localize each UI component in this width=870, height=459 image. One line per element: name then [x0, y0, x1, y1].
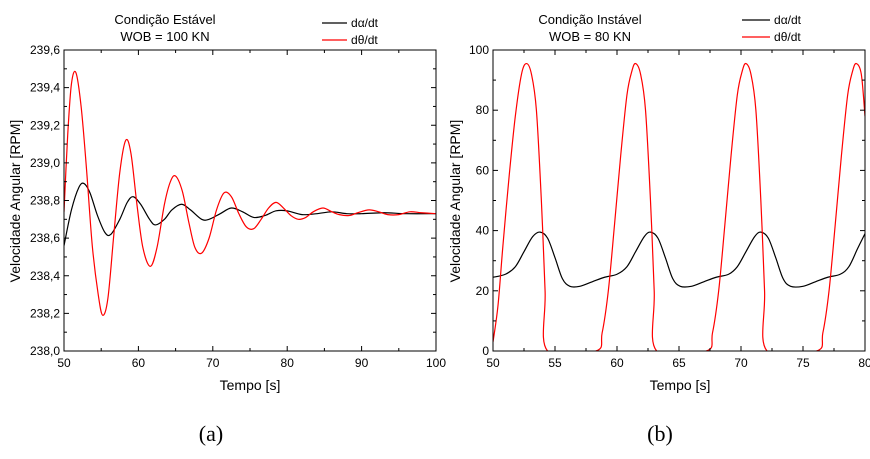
series-line-dalpha: [493, 231, 865, 288]
y-axis-label: Velocidade Angular [RPM]: [447, 120, 463, 283]
x-tick-label: 65: [672, 356, 686, 370]
legend: dα/dt dθ/dt: [742, 13, 802, 44]
y-tick-label: 239,4: [30, 81, 60, 95]
y-tick-label: 238,6: [30, 231, 60, 245]
chart-title-line-2: WOB = 80 KN: [549, 29, 631, 44]
y-tick-label: 238,4: [30, 269, 60, 283]
x-tick-label: 50: [486, 356, 500, 370]
y-tick-label: 80: [476, 103, 490, 117]
plot-area: 50 60 70 80 90 100 238,0 238,2 238,4 238,6 238,8 23…: [30, 43, 446, 370]
chart-title-line-1: Condição Instável: [538, 12, 641, 27]
y-tick-label: 238,0: [30, 344, 60, 358]
plot-frame: [492, 49, 866, 352]
x-tick-label: 70: [734, 356, 748, 370]
legend: dα/dt dθ/dt: [322, 16, 379, 47]
panel-caption: (b): [647, 421, 673, 446]
chart-title-line-2: WOB = 100 KN: [120, 29, 209, 44]
series-line-dalpha: [64, 182, 436, 246]
y-tick-label: 20: [476, 284, 490, 298]
x-axis-label: Tempo [s]: [220, 377, 281, 393]
x-tick-label: 60: [610, 356, 624, 370]
y-tick-label: 0: [482, 344, 489, 358]
y-tick-label: 239,2: [30, 118, 60, 132]
chart-panel-b: Condição Instável WOB = 80 KN 50 55 60 65 70…: [447, 12, 870, 446]
panel-caption: (a): [199, 421, 223, 446]
chart-panel-a: Condição Estável WOB = 100 KN 50 60 70 80 90…: [7, 12, 446, 446]
x-tick-label: 100: [426, 356, 446, 370]
x-tick-label: 80: [281, 356, 295, 370]
plot-area: 50 55 60 65 70 75 80 0 20 40 60 80 100: [469, 43, 870, 370]
x-tick-label: 50: [57, 356, 71, 370]
y-tick-label: 60: [476, 163, 490, 177]
x-tick-label: 75: [796, 356, 810, 370]
y-tick-label: 100: [469, 43, 489, 57]
chart-title-line-1: Condição Estável: [114, 12, 215, 27]
y-axis-label: Velocidade Angular [RPM]: [7, 120, 23, 283]
series-line-dtheta: [64, 70, 436, 316]
x-tick-label: 90: [355, 356, 369, 370]
y-tick-label: 238,8: [30, 194, 60, 208]
x-axis-label: Tempo [s]: [650, 377, 711, 393]
plot-frame: [63, 49, 437, 352]
x-tick-label: 55: [548, 356, 562, 370]
y-tick-label: 239,0: [30, 156, 60, 170]
x-tick-label: 60: [132, 356, 146, 370]
x-tick-label: 70: [206, 356, 220, 370]
legend-label-dtheta: dθ/dt: [351, 33, 378, 47]
y-tick-label: 238,2: [30, 306, 60, 320]
y-tick-label: 239,6: [30, 43, 60, 57]
legend-label-dalpha: dα/dt: [774, 13, 802, 27]
y-tick-label: 40: [476, 224, 490, 238]
x-tick-label: 80: [858, 356, 870, 370]
series-line-dtheta: [493, 62, 865, 351]
legend-label-dtheta: dθ/dt: [774, 30, 801, 44]
legend-label-dalpha: dα/dt: [351, 16, 379, 30]
